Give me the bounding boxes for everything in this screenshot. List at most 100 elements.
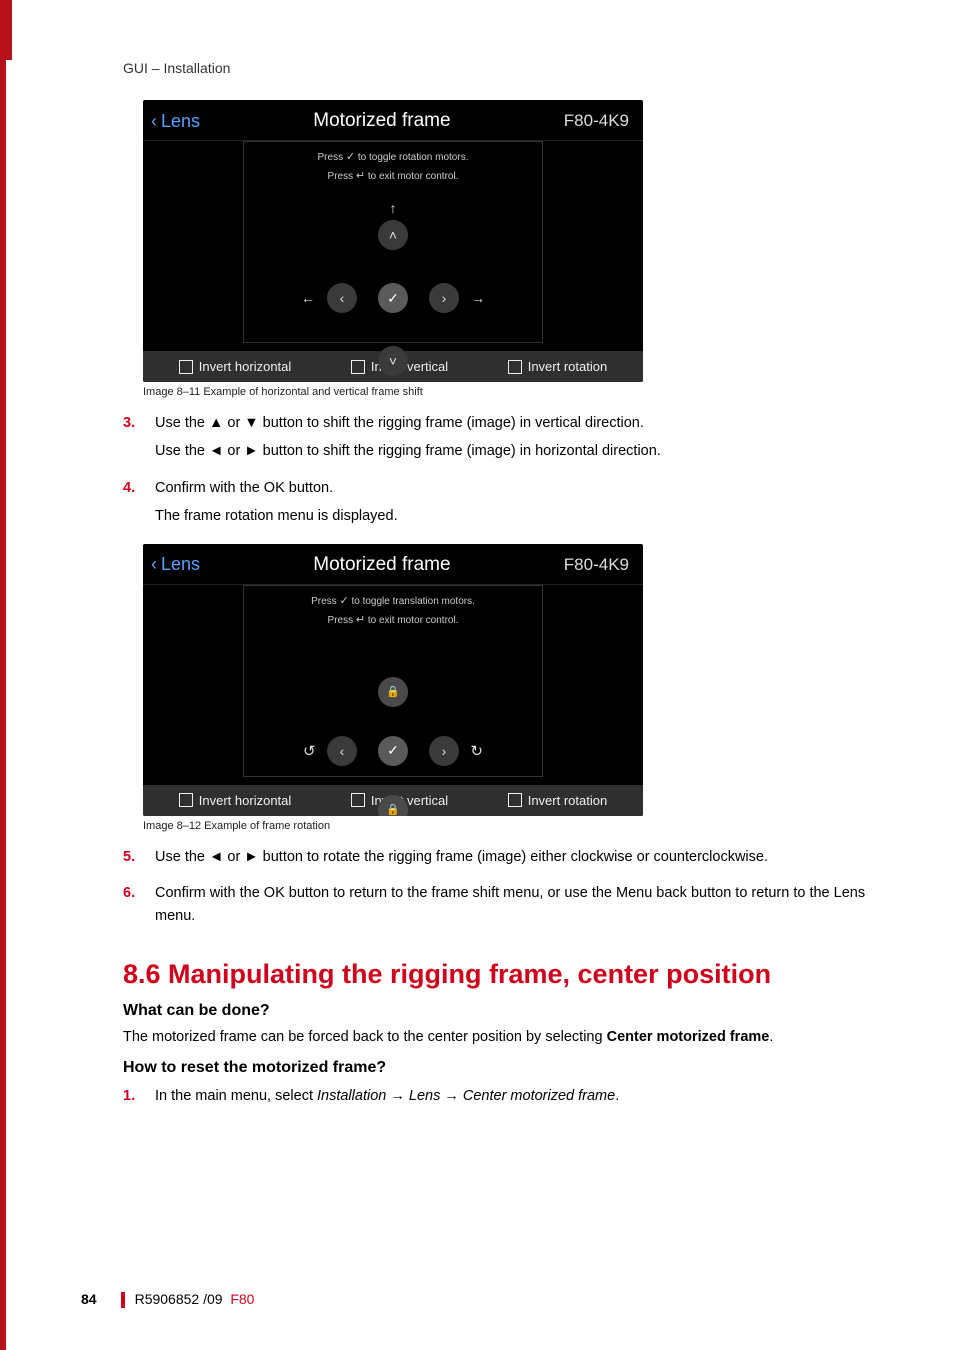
help-text: Press (328, 615, 354, 626)
ss2-back[interactable]: ‹ Lens (151, 554, 200, 575)
dpad-down[interactable]: ˅ (378, 346, 408, 376)
subheading-1: What can be done? (123, 1002, 879, 1020)
dpad-up-locked: 🔒 (378, 677, 408, 707)
check-icon: ✓ (339, 592, 348, 610)
page: GUI – Installation ‹ Lens Motorized fram… (0, 0, 954, 1350)
dpad-ok[interactable]: ✓ (378, 736, 408, 766)
step-1: 1. In the main menu, select Installation… (123, 1085, 879, 1113)
ss1-back[interactable]: ‹ Lens (151, 111, 200, 132)
enter-icon: ↵ (356, 611, 365, 629)
step-5: 5. Use the ◄ or ► button to rotate the r… (123, 846, 879, 874)
chk-label: Invert rotation (528, 793, 608, 808)
chk-invert-rotation[interactable]: Invert rotation (508, 359, 608, 374)
step-4: 4. Confirm with the OK button. The frame… (123, 477, 879, 534)
rotate-ccw-icon: ↺ (303, 742, 316, 760)
step-line: Use the ▲ or ▼ button to shift the riggi… (155, 412, 661, 434)
caption-1: Image 8–11 Example of horizontal and ver… (143, 386, 879, 398)
ss1-title: Motorized frame (313, 110, 450, 132)
checkbox-icon (179, 360, 193, 374)
help-text: to exit motor control. (368, 615, 459, 626)
section-heading: 8.6 Manipulating the rigging frame, cent… (123, 959, 879, 990)
rotate-cw-icon: ↻ (470, 742, 483, 760)
chk-invert-rotation[interactable]: Invert rotation (508, 793, 608, 808)
screenshot-1: ‹ Lens Motorized frame F80-4K9 Press ✓ t… (143, 100, 879, 382)
ss1-back-label: Lens (161, 111, 200, 132)
footer: 84 R5906852 /09 F80 (81, 1291, 254, 1308)
footer-code: R5906852 /09 F80 (121, 1291, 255, 1308)
dpad-down-locked: 🔒 (378, 795, 408, 816)
chevron-left-icon: ‹ (151, 554, 157, 575)
ss1: ‹ Lens Motorized frame F80-4K9 Press ✓ t… (143, 100, 643, 382)
caption-2: Image 8–12 Example of frame rotation (143, 820, 879, 832)
step-3: 3. Use the ▲ or ▼ button to shift the ri… (123, 412, 879, 469)
step-number: 5. (123, 846, 141, 874)
step-number: 3. (123, 412, 141, 469)
step-body: Confirm with the OK button. The frame ro… (155, 477, 398, 534)
step-text: In the main menu, select (155, 1088, 317, 1104)
chevron-right-icon: › (442, 743, 447, 759)
step-line: The frame rotation menu is displayed. (155, 505, 398, 527)
step-italic: Installation → Lens → Center motorized f… (317, 1088, 615, 1104)
para-bold: Center motorized frame (607, 1029, 770, 1045)
step-body: In the main menu, select Installation → … (155, 1085, 619, 1113)
ss2-back-label: Lens (161, 554, 200, 575)
subheading-2: How to reset the motorized frame? (123, 1059, 879, 1077)
chk-label: Invert horizontal (199, 359, 292, 374)
dpad-left[interactable]: ‹ (327, 736, 357, 766)
chk-invert-horizontal[interactable]: Invert horizontal (179, 359, 292, 374)
chk-invert-horizontal[interactable]: Invert horizontal (179, 793, 292, 808)
ss1-help: Press ✓ to toggle rotation motors. Press… (244, 142, 542, 186)
help-text: Press (328, 171, 354, 182)
screenshot-2: ‹ Lens Motorized frame F80-4K9 Press ✓ t… (143, 544, 879, 816)
step-number: 6. (123, 882, 141, 933)
chevron-up-icon: ˄ (389, 227, 397, 243)
chk-label: Invert rotation (528, 359, 608, 374)
dpad-up[interactable]: ˄ (378, 220, 408, 250)
chevron-left-icon: ‹ (340, 290, 345, 306)
ss1-titlebar: ‹ Lens Motorized frame F80-4K9 (143, 100, 643, 141)
footer-code-a: R5906852 /09 (135, 1291, 223, 1307)
step-number: 1. (123, 1085, 141, 1113)
page-header: GUI – Installation (123, 60, 879, 76)
step-text: . (615, 1088, 619, 1104)
help-text: to exit motor control. (368, 171, 459, 182)
help-text: to toggle translation motors. (351, 596, 474, 607)
chevron-left-icon: ‹ (340, 743, 345, 759)
footer-code-b: F80 (230, 1291, 254, 1307)
check-icon: ✓ (387, 290, 399, 307)
lock-icon: 🔒 (386, 803, 400, 816)
arrow-left-icon: ← (301, 290, 315, 306)
ss2: ‹ Lens Motorized frame F80-4K9 Press ✓ t… (143, 544, 643, 816)
checkbox-icon (179, 793, 193, 807)
ss2-help: Press ✓ to toggle translation motors. Pr… (244, 586, 542, 630)
dpad-right[interactable]: › (429, 736, 459, 766)
paragraph: The motorized frame can be forced back t… (123, 1026, 879, 1048)
enter-icon: ↵ (356, 167, 365, 185)
ss2-dpad: 🔒 ↺ ‹ ✓ › ↻ 🔒 (293, 681, 493, 816)
para-text: The motorized frame can be forced back t… (123, 1029, 607, 1045)
help-text: Press (311, 596, 337, 607)
help-text: to toggle rotation motors. (358, 152, 469, 163)
step-line: Use the ◄ or ► button to shift the riggi… (155, 440, 661, 462)
arrow-right-icon: → (471, 290, 485, 306)
chevron-left-icon: ‹ (151, 111, 157, 132)
ss1-dpad: ↑ ˄ ← ‹ ✓ › → ˅ ↓ (293, 228, 493, 368)
content: ‹ Lens Motorized frame F80-4K9 Press ✓ t… (123, 100, 879, 1113)
para-text: . (769, 1029, 773, 1045)
dpad-left[interactable]: ‹ (327, 283, 357, 313)
ss1-model: F80-4K9 (564, 111, 629, 131)
lock-icon: 🔒 (386, 685, 400, 698)
dpad-ok[interactable]: ✓ (378, 283, 408, 313)
dpad-right[interactable]: › (429, 283, 459, 313)
page-number: 84 (81, 1291, 97, 1307)
step-6: 6. Confirm with the OK button to return … (123, 882, 879, 933)
arrow-up-icon: ↑ (390, 200, 397, 216)
step-body: Use the ◄ or ► button to rotate the rigg… (155, 846, 768, 874)
arrow-down-icon: ↓ (390, 380, 397, 382)
step-body: Confirm with the OK button to return to … (155, 882, 879, 933)
ss2-model: F80-4K9 (564, 555, 629, 575)
step-number: 4. (123, 477, 141, 534)
chevron-down-icon: ˅ (389, 353, 397, 369)
ss2-titlebar: ‹ Lens Motorized frame F80-4K9 (143, 544, 643, 585)
step-line: Confirm with the OK button. (155, 477, 398, 499)
